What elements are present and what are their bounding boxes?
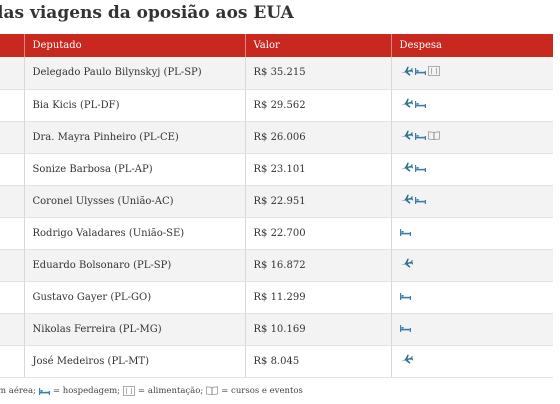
- despesa-cell: [391, 281, 553, 314]
- table-row: Sonize Barbosa (PL-AP) R$ 23.101: [0, 153, 553, 186]
- table-row: Nikolas Ferreira (PL-MG) R$ 10.169: [0, 313, 553, 346]
- deputado-cell: Rodrigo Valadares (União-SE): [24, 217, 246, 250]
- row-index-cell: [0, 217, 25, 250]
- table-row: Rodrigo Valadares (União-SE) R$ 22.700: [0, 217, 553, 250]
- deputado-cell: Dra. Mayra Pinheiro (PL-CE): [24, 121, 246, 154]
- despesa-cell: [391, 121, 553, 154]
- despesa-cell: [391, 153, 553, 186]
- valor-cell: R$ 29.562: [245, 89, 392, 122]
- despesa-cell: [391, 217, 553, 250]
- valor-cell: R$ 10.169: [245, 313, 392, 346]
- table-row: José Medeiros (PL-MT) R$ 8.045: [0, 345, 553, 378]
- deputado-cell: Gustavo Gayer (PL-GO): [24, 281, 246, 314]
- deputado-cell: Bia Kicis (PL-DF): [24, 89, 246, 122]
- bed-icon: [399, 228, 411, 236]
- book-icon: [427, 131, 440, 140]
- valor-cell: R$ 26.006: [245, 121, 392, 154]
- meal-icon: [427, 66, 440, 77]
- row-index-cell: [0, 313, 25, 346]
- row-index-cell: [0, 121, 25, 154]
- bed-icon: [38, 386, 50, 396]
- legend-alimentacao: = alimentação;: [138, 386, 204, 397]
- table-row: Delegado Paulo Bilynskyj (PL-SP) R$ 35.21…: [0, 57, 553, 90]
- valor-cell: R$ 11.299: [245, 281, 392, 314]
- header-index: [0, 34, 25, 57]
- despesa-cell: [391, 313, 553, 346]
- valor-cell: R$ 22.951: [245, 185, 392, 218]
- plane-icon: [400, 162, 413, 173]
- despesa-cell: [391, 185, 553, 218]
- deputado-cell: José Medeiros (PL-MT): [24, 345, 246, 378]
- table-row: Gustavo Gayer (PL-GO) R$ 11.299: [0, 281, 553, 314]
- legend-hospedagem: = hospedagem;: [52, 386, 121, 397]
- deputado-cell: Eduardo Bolsonaro (PL-SP): [24, 249, 246, 282]
- plane-icon: [400, 354, 413, 365]
- table-header-row: Deputado Valor Despesa: [0, 34, 553, 57]
- row-index-cell: [0, 249, 25, 282]
- plane-icon: [400, 194, 413, 205]
- valor-cell: R$ 22.700: [245, 217, 392, 250]
- table-row: Coronel Ulysses (União-AC) R$ 22.951: [0, 185, 553, 218]
- deputado-cell: Sonize Barbosa (PL-AP): [24, 153, 246, 186]
- valor-cell: R$ 8.045: [245, 345, 392, 378]
- header-despesa: Despesa: [399, 40, 442, 51]
- plane-icon: [400, 258, 413, 269]
- row-index-cell: [0, 153, 25, 186]
- row-index-cell: [0, 185, 25, 218]
- bed-icon: [414, 164, 426, 172]
- bed-icon: [414, 132, 426, 140]
- bed-icon: [414, 67, 426, 76]
- legend-lead: m aérea;: [0, 386, 36, 397]
- row-index-cell: [0, 57, 25, 90]
- despesa-cell: [391, 57, 553, 90]
- bed-icon: [414, 100, 426, 108]
- deputado-cell: Delegado Paulo Bilynskyj (PL-SP): [24, 57, 246, 90]
- legend: m aérea; = hospedagem; = alimentação; = …: [0, 386, 303, 397]
- book-icon: [206, 386, 219, 396]
- table-row: Bia Kicis (PL-DF) R$ 29.562: [0, 89, 553, 122]
- header-valor: Valor: [245, 34, 392, 57]
- legend-cursos: = cursos e eventos: [221, 386, 303, 397]
- despesa-cell: [391, 89, 553, 122]
- row-index-cell: [0, 345, 25, 378]
- plane-icon: [400, 66, 413, 77]
- header-deputado: Deputado: [24, 34, 246, 57]
- bed-icon: [399, 292, 411, 300]
- table-row: Dra. Mayra Pinheiro (PL-CE) R$ 26.006: [0, 121, 553, 154]
- plane-icon: [400, 98, 413, 109]
- row-index-cell: [0, 89, 25, 122]
- table-row: Eduardo Bolsonaro (PL-SP) R$ 16.872: [0, 249, 553, 282]
- plane-icon: [400, 130, 413, 141]
- travel-expenses-table: Deputado Valor Despesa Delegado Paulo Bi…: [0, 34, 553, 378]
- despesa-cell: [391, 249, 553, 282]
- despesa-cell: [391, 345, 553, 378]
- valor-cell: R$ 16.872: [245, 249, 392, 282]
- meal-icon: [123, 386, 135, 397]
- deputado-cell: Nikolas Ferreira (PL-MG): [24, 313, 246, 346]
- bed-icon: [399, 324, 411, 332]
- page-title: las viagens da oposião aos EUA: [0, 3, 294, 23]
- valor-cell: R$ 23.101: [245, 153, 392, 186]
- row-index-cell: [0, 281, 25, 314]
- deputado-cell: Coronel Ulysses (União-AC): [24, 185, 246, 218]
- bed-icon: [414, 196, 426, 204]
- valor-cell: R$ 35.215: [245, 57, 392, 90]
